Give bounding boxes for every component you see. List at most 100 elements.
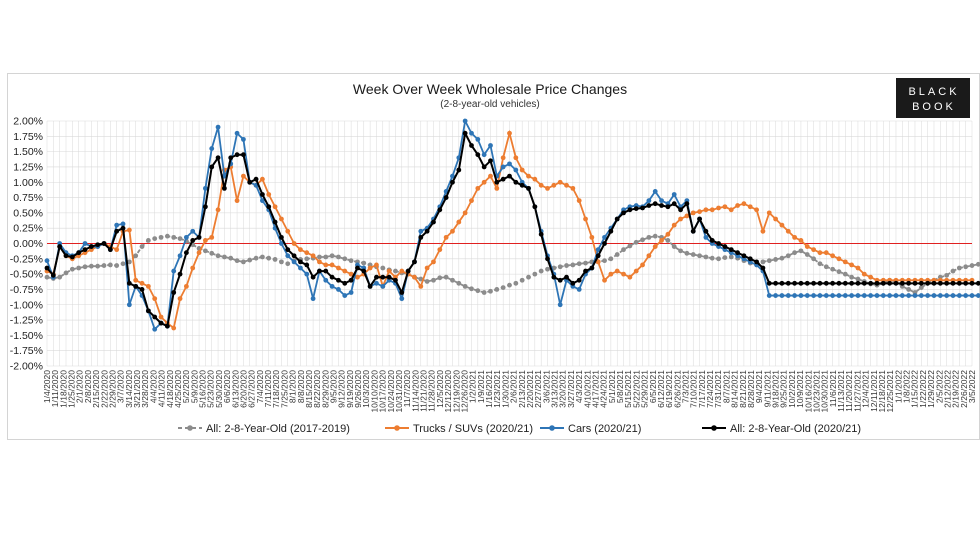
series-point xyxy=(735,203,740,208)
series-point xyxy=(222,255,227,260)
series-point xyxy=(843,281,848,286)
series-point xyxy=(184,235,189,240)
series-point xyxy=(228,155,233,160)
series-point xyxy=(374,275,379,280)
series-point xyxy=(127,228,132,233)
series-point xyxy=(133,284,138,289)
y-tick-label: 0.25% xyxy=(13,223,43,235)
series-point xyxy=(279,259,284,264)
series-point xyxy=(456,168,461,173)
series-point xyxy=(165,234,170,239)
series-point xyxy=(792,235,797,240)
y-tick-label: 0.50% xyxy=(13,207,43,219)
series-point xyxy=(799,293,804,298)
series-point xyxy=(114,247,119,252)
series-point xyxy=(710,207,715,212)
series-point xyxy=(805,281,810,286)
series-point xyxy=(646,253,651,258)
series-point xyxy=(64,271,69,276)
series-point xyxy=(729,207,734,212)
series-point xyxy=(292,253,297,258)
series-point xyxy=(780,281,785,286)
series-point xyxy=(615,217,620,222)
series-point xyxy=(761,229,766,234)
series-point xyxy=(792,281,797,286)
series-point xyxy=(570,281,575,286)
series-point xyxy=(171,326,176,331)
series-point xyxy=(634,206,639,211)
series-point xyxy=(488,143,493,148)
series-point xyxy=(121,226,126,231)
series-point xyxy=(520,168,525,173)
series-point xyxy=(482,180,487,185)
series-point xyxy=(951,281,956,286)
series-point xyxy=(133,253,138,258)
series-point xyxy=(659,238,664,243)
series-point xyxy=(507,161,512,166)
series-point xyxy=(545,186,550,191)
series-point xyxy=(127,302,132,307)
series-point xyxy=(957,266,962,271)
series-point xyxy=(285,247,290,252)
series-point xyxy=(539,232,544,237)
series-point xyxy=(881,293,886,298)
series-point xyxy=(488,174,493,179)
series-point xyxy=(906,281,911,286)
series-point xyxy=(494,186,499,191)
series-point xyxy=(494,287,499,292)
series-point xyxy=(399,290,404,295)
series-point xyxy=(323,269,328,274)
series-point xyxy=(349,290,354,295)
series-point xyxy=(646,203,651,208)
series-point xyxy=(627,244,632,249)
series-point xyxy=(406,269,411,274)
series-point xyxy=(678,248,683,253)
series-point xyxy=(102,241,107,246)
series-point xyxy=(824,281,829,286)
series-point xyxy=(437,247,442,252)
series-point xyxy=(653,234,658,239)
series-point xyxy=(704,235,709,240)
series-point xyxy=(830,281,835,286)
series-point xyxy=(615,269,620,274)
series-point xyxy=(399,269,404,274)
series-point xyxy=(856,277,861,282)
series-point xyxy=(260,255,265,260)
series-point xyxy=(178,236,183,241)
series-point xyxy=(203,248,208,253)
series-point xyxy=(976,262,980,267)
series-point xyxy=(507,131,512,136)
series-2 xyxy=(45,119,980,332)
series-point xyxy=(634,269,639,274)
series-point xyxy=(564,275,569,280)
legend-label: All: 2-8-Year-Old (2020/21) xyxy=(730,423,861,435)
series-point xyxy=(279,235,284,240)
series-point xyxy=(292,241,297,246)
series-point xyxy=(216,253,221,258)
series-point xyxy=(336,287,341,292)
series-point xyxy=(881,281,886,286)
series-point xyxy=(235,152,240,157)
series-point xyxy=(970,293,975,298)
series-point xyxy=(121,261,126,266)
series-point xyxy=(444,275,449,280)
series-point xyxy=(532,272,537,277)
series-point xyxy=(849,281,854,286)
series-point xyxy=(469,286,474,291)
y-tick-label: -0.25% xyxy=(10,253,43,265)
series-point xyxy=(361,269,366,274)
series-point xyxy=(558,278,563,283)
series-point xyxy=(672,192,677,197)
series-point xyxy=(469,198,474,203)
series-point xyxy=(342,269,347,274)
series-point xyxy=(520,278,525,283)
series-point xyxy=(431,220,436,225)
series-point xyxy=(691,210,696,215)
series-point xyxy=(355,266,360,271)
black-book-logo: BLACK BOOK xyxy=(896,78,970,118)
series-point xyxy=(596,253,601,258)
series-point xyxy=(602,278,607,283)
series-point xyxy=(412,275,417,280)
series-point xyxy=(672,201,677,206)
series-point xyxy=(811,256,816,261)
